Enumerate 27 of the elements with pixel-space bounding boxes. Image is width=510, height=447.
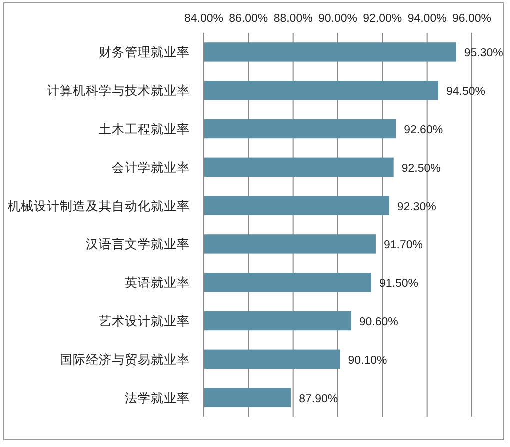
data-label: 90.10% bbox=[348, 354, 388, 367]
y-tick-label: 土木工程就业率 bbox=[99, 122, 190, 136]
data-label: 92.50% bbox=[402, 162, 441, 175]
data-label: 90.60% bbox=[359, 316, 398, 328]
x-tick-label: 86.00% bbox=[229, 13, 268, 25]
y-tick-label: 艺术设计就业率 bbox=[99, 314, 190, 328]
y-tick-label: 机械设计制造及其自动化就业率 bbox=[8, 198, 190, 214]
data-label: 87.90% bbox=[299, 393, 338, 406]
y-tick-label: 英语就业率 bbox=[125, 275, 190, 290]
data-label: 94.50% bbox=[446, 86, 486, 98]
x-tick-label: 90.00% bbox=[318, 13, 358, 25]
data-label: 92.30% bbox=[397, 201, 436, 214]
y-tick-label: 财务管理就业率 bbox=[99, 44, 190, 60]
x-tick-label: 88.00% bbox=[274, 13, 313, 25]
data-label: 91.50% bbox=[380, 278, 419, 290]
y-tick-label: 计算机科学与技术就业率 bbox=[47, 83, 190, 98]
data-label: 95.30% bbox=[464, 48, 504, 60]
y-tick-label: 汉语言文学就业率 bbox=[86, 236, 190, 252]
y-tick-label: 国际经济与贸易就业率 bbox=[60, 352, 190, 367]
data-label: 91.70% bbox=[384, 240, 423, 252]
x-tick-label: 94.00% bbox=[408, 13, 447, 25]
x-tick-label: 96.00% bbox=[452, 13, 492, 25]
x-tick-label: 92.00% bbox=[363, 13, 402, 25]
y-tick-label: 会计学就业率 bbox=[112, 160, 190, 175]
data-label: 92.60% bbox=[404, 124, 444, 136]
y-tick-label: 法学就业率 bbox=[125, 390, 190, 406]
x-tick-label: 84.00% bbox=[184, 13, 224, 25]
